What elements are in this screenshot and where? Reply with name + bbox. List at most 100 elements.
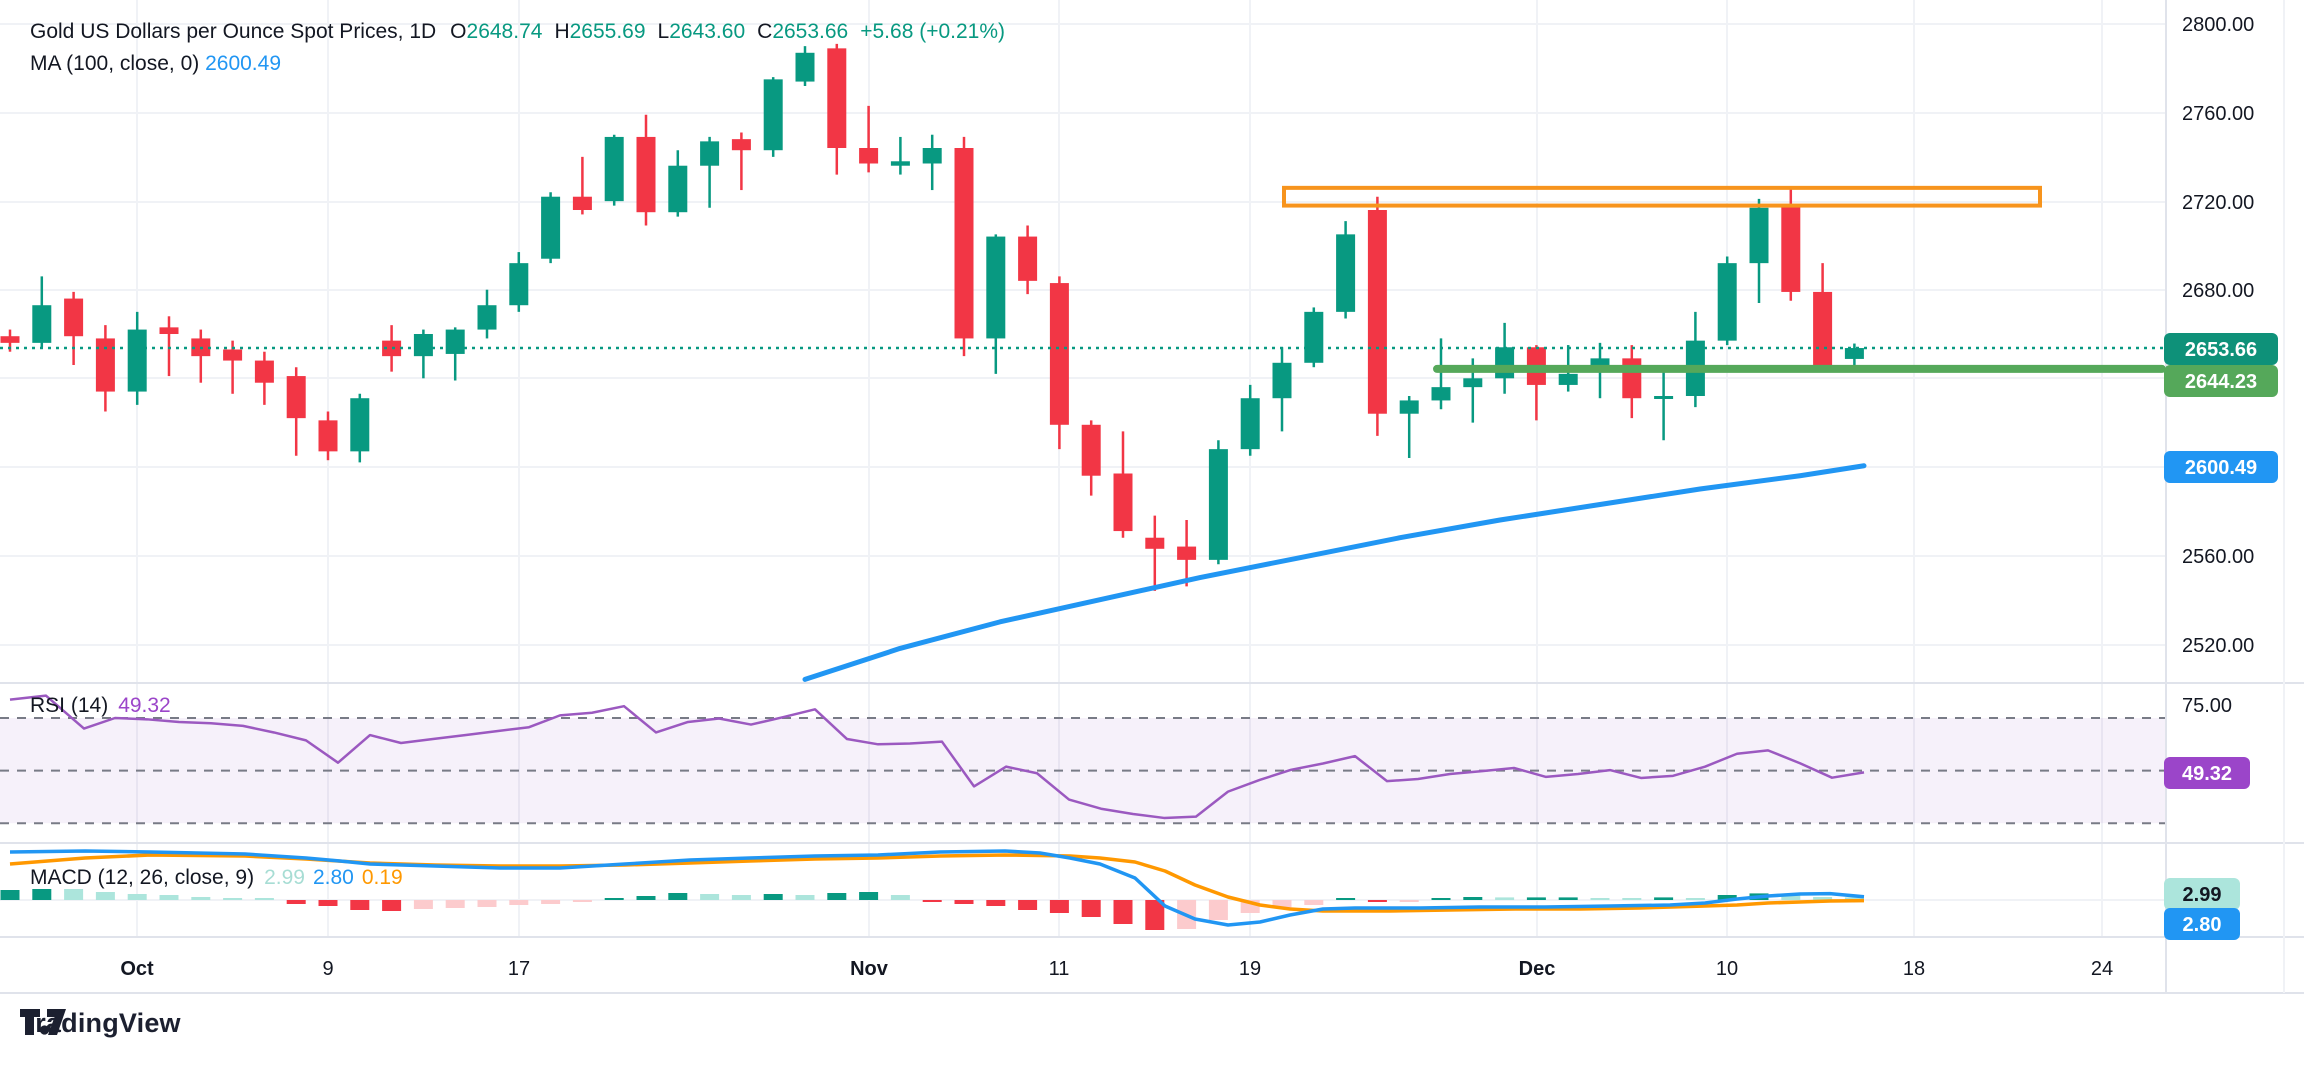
macd-histogram-bar [763,894,783,900]
macd-histogram-bar [954,900,974,904]
price-axis-label: 2520.00 [2182,635,2254,657]
candle-body [445,329,465,354]
price-axis[interactable]: 2800.00 2760.00 2720.00 2680.00 2560.00 2520.… [2182,14,2254,717]
low-label: L [657,20,670,43]
candle-body [1749,207,1769,264]
candle-body [254,360,274,383]
price-badge-bg [2164,365,2278,397]
price-badge: 2600.49 [2164,451,2278,483]
macd-hist-value: 2.99 [264,866,305,889]
price-badge-text: 2644.23 [2185,371,2257,393]
candle-body [1813,291,1833,366]
close-value: 2653.66 [772,20,849,43]
candle-body [1240,398,1260,450]
macd-histogram-bar [668,893,688,900]
price-badge-text: 2600.49 [2185,457,2257,479]
macd-label[interactable]: MACD (12, 26, close, 9) [30,866,255,889]
price-badge-text: 2.80 [2183,914,2222,936]
macd-histogram-bar [64,889,84,900]
macd-histogram-bar [191,897,211,900]
price-badge: 2644.23 [2164,365,2278,397]
low-value: 2643.60 [669,20,746,43]
macd-histogram-bar [1367,900,1387,902]
candle-body [1049,283,1069,425]
price-axis-label: 2760.00 [2182,103,2254,125]
macd-histogram-bar [1145,900,1165,930]
time-axis-label: 24 [2091,958,2113,980]
resistance-box [1282,185,2042,208]
price-badge: 2.80 [2164,908,2240,940]
macd-histogram-bar [859,892,879,900]
time-axis[interactable]: Oct 9 17 Nov 11 19 Dec 10 18 24 [120,958,2113,980]
macd-histogram-bar [1844,897,1864,900]
macd-histogram-bar [1113,900,1133,924]
candle-body [827,48,847,149]
macd-histogram-bar [731,895,751,900]
time-axis-label: Nov [850,958,889,980]
price-badge-bg [2164,757,2250,789]
macd-histogram-bar [127,894,147,900]
candle-body [1304,311,1324,363]
candle-body [541,196,561,259]
macd-histogram-bar [1813,897,1833,900]
candle-body [1367,210,1387,414]
ma-legend-row: MA (100, close, 0) 2600.49 [30,48,1005,80]
macd-signal-value: 0.19 [361,866,403,889]
candle-body [604,136,624,202]
high-value: 2655.69 [569,20,646,43]
time-axis-label: 18 [1903,958,1925,980]
open-label: O [450,20,467,43]
price-axis-label: 2680.00 [2182,280,2254,302]
candle-body [1113,473,1133,532]
ma-label[interactable]: MA (100, close, 0) [30,52,200,75]
grid [0,0,2166,937]
candle-body [636,136,656,213]
symbol-title[interactable]: Gold US Dollars per Ounce Spot Prices, 1… [30,20,437,43]
candle-body [223,349,243,361]
candle-body [986,236,1006,339]
price-badge-bg [2164,451,2278,483]
macd-histogram-bar [922,900,942,902]
price-badge-text: 2653.66 [2185,339,2257,361]
candle-body [668,165,688,213]
candle-body [159,327,179,335]
macd-histogram-bar [1495,897,1515,900]
macd-histogram-bar [1049,900,1069,913]
candle-body [286,376,306,419]
macd-histogram-bar [382,900,402,911]
rsi-legend: RSI (14) 49.32 [30,694,171,718]
candle-body [1622,358,1642,399]
candle-body [1431,387,1451,401]
candle-body [350,398,370,452]
time-axis-label: 19 [1239,958,1261,980]
candle-body [382,340,402,357]
macd-histogram-bar [795,895,815,900]
macd-histogram-bar [223,898,243,900]
candle-body [922,148,942,164]
price-badge-text: 49.32 [2182,763,2232,785]
macd-histogram-bar [1558,897,1578,900]
macd-legend: MACD (12, 26, close, 9) 2.99 2.80 0.19 [30,866,403,890]
macd-histogram-bar [1590,898,1610,900]
candle-body [700,141,720,166]
candle-body [763,79,783,151]
rsi-label[interactable]: RSI (14) [30,694,109,717]
candle-body [572,196,592,211]
candle-body [1145,537,1165,549]
candle-body [1081,424,1101,476]
macd-histogram-bar [541,900,561,904]
macd-histogram-bar [1654,897,1674,900]
candle-body [64,298,84,337]
close-label: C [757,20,773,43]
price-badge: 2653.66 [2164,333,2278,365]
open-value: 2648.74 [466,20,543,43]
tradingview-logo[interactable]: TradingView [20,1008,181,1039]
candle-body [1558,373,1578,385]
macd-histogram-bar [509,900,529,905]
macd-histogram-bar [0,890,20,900]
macd-histogram-bar [159,895,179,900]
macd-histogram-bar [477,900,497,907]
ma100-line [802,463,1867,682]
